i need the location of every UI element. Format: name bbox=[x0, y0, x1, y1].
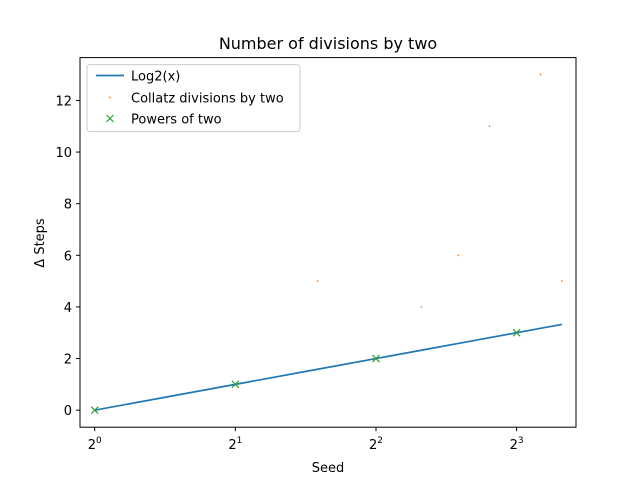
legend-box bbox=[86, 64, 301, 133]
plot-marks bbox=[90, 73, 563, 415]
y-axis-label: Δ Steps bbox=[33, 218, 48, 268]
legend-x-swatch bbox=[106, 114, 114, 123]
x-marker-stroke bbox=[512, 328, 521, 337]
collatz-point bbox=[420, 306, 423, 308]
x-tick-label: 20 bbox=[88, 436, 102, 453]
y-tick-label: 0 bbox=[64, 404, 72, 419]
x-tick-label: 23 bbox=[510, 436, 524, 453]
x-tick-exponent: 1 bbox=[237, 436, 243, 446]
y-tick-label: 6 bbox=[64, 249, 72, 264]
collatz-point bbox=[560, 280, 563, 283]
y-tick-label: 10 bbox=[55, 146, 72, 161]
legend-label: Powers of two bbox=[131, 113, 222, 128]
power-of-two-marker bbox=[231, 380, 240, 389]
y-tick-label: 12 bbox=[55, 94, 72, 109]
y-tick-label: 2 bbox=[64, 353, 72, 368]
power-of-two-marker bbox=[512, 328, 521, 337]
x-tick-base: 2 bbox=[510, 438, 518, 453]
x-marker-stroke bbox=[106, 114, 114, 123]
x-marker-stroke bbox=[90, 406, 99, 415]
chart-title: Number of divisions by two bbox=[219, 34, 437, 53]
x-tick-exponent: 2 bbox=[377, 436, 383, 446]
y-axis-ticks: 0 2 4 6 8 10 12 bbox=[55, 94, 80, 419]
collatz-point bbox=[539, 73, 542, 76]
x-axis-ticks: 20 21 22 23 bbox=[88, 427, 524, 453]
plot-frame bbox=[79, 57, 577, 428]
legend: Log2(x) Collatz divisions by two Powers of… bbox=[86, 64, 301, 133]
legend-label: Collatz divisions by two bbox=[131, 92, 284, 107]
collatz-point bbox=[457, 254, 460, 257]
collatz-point bbox=[488, 125, 491, 128]
x-marker-stroke bbox=[372, 354, 380, 363]
x-tick-exponent: 0 bbox=[96, 436, 102, 446]
power-of-two-marker bbox=[90, 406, 99, 415]
x-axis-label: Seed bbox=[312, 461, 345, 476]
y-tick-label: 8 bbox=[64, 198, 72, 213]
x-marker-stroke bbox=[231, 380, 240, 389]
x-tick-base: 2 bbox=[228, 438, 236, 453]
x-tick-base: 2 bbox=[369, 438, 377, 453]
x-tick-exponent: 3 bbox=[518, 436, 524, 446]
x-tick-label: 21 bbox=[228, 436, 242, 453]
power-of-two-marker bbox=[372, 354, 380, 363]
collatz-point bbox=[316, 280, 319, 283]
legend-label: Log2(x) bbox=[131, 70, 180, 85]
legend-point-swatch bbox=[109, 96, 111, 99]
x-tick-base: 2 bbox=[88, 438, 96, 453]
y-tick-label: 4 bbox=[64, 301, 72, 316]
x-tick-label: 22 bbox=[369, 436, 383, 453]
series-line-log2 bbox=[94, 323, 563, 412]
